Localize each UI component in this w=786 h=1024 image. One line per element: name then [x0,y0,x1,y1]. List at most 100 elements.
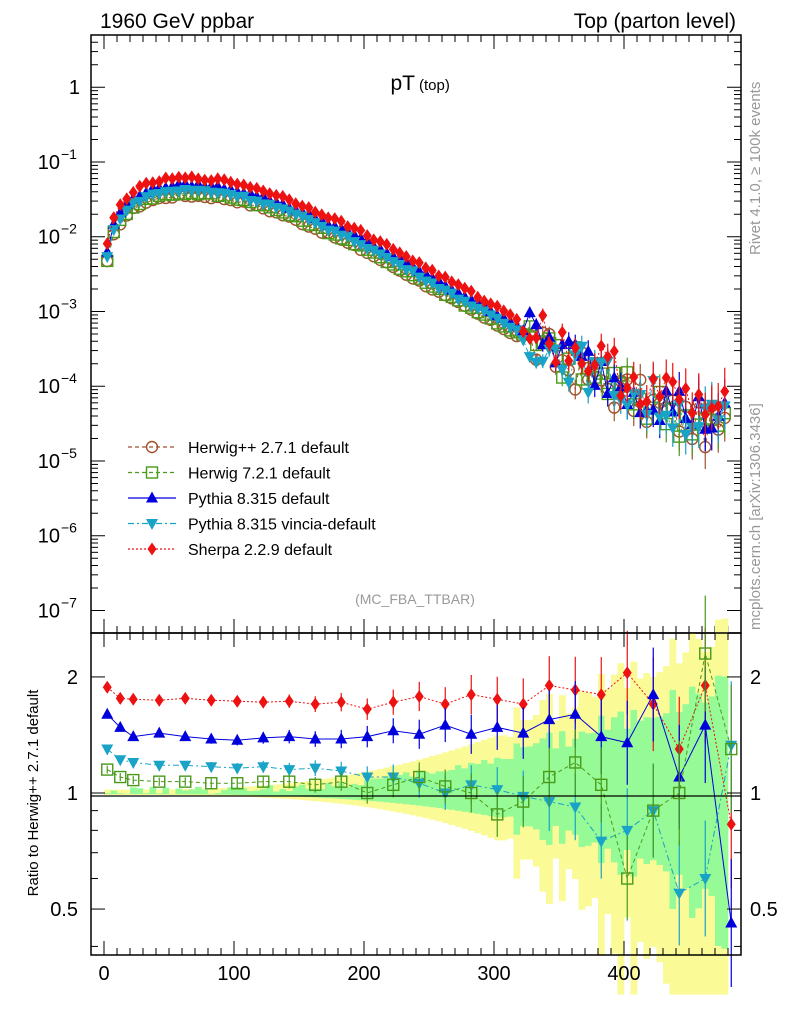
uncertainty-band-green [721,676,729,949]
uncertainty-band-green [221,790,228,795]
data-point [153,189,166,201]
ratio-series-line [106,693,732,924]
data-point [577,357,587,371]
uncertainty-band-green [357,785,365,801]
uncertainty-band-yellow [156,789,163,796]
ratio-point [179,775,192,788]
ratio-point [310,697,320,711]
data-point [348,237,361,249]
data-point [122,192,132,206]
legend-label: Herwig 7.2.1 default [188,466,331,483]
ratio-point [309,763,322,775]
energy-label: 1960 GeV ppbar [100,10,254,33]
ratio-point [153,760,166,772]
data-point [374,249,387,261]
uncertainty-band-green [292,786,300,797]
ratio-point [309,732,322,744]
data-point [141,176,151,190]
uncertainty-band-green [195,786,202,795]
data-point [603,350,613,364]
data-point [237,191,250,203]
uncertainty-band-green [585,733,592,846]
data-point [536,356,549,368]
data-point [484,310,497,322]
y-tick-label: 10 [38,376,60,398]
uncertainty-band-green [461,768,469,812]
data-point [466,284,476,298]
ratio-point [726,817,736,831]
data-point [426,278,439,290]
data-point [491,313,504,325]
data-point [408,254,418,268]
ratio-point [387,778,400,792]
data-point [660,410,673,422]
uncertainty-band-green [559,731,566,844]
ratio-point [115,691,125,705]
ratio-point [154,693,164,707]
ratio-point [361,730,374,742]
ratio-point [335,766,348,778]
data-point [120,205,133,217]
uncertainty-band-green [149,787,157,795]
uncertainty-band-green [409,776,417,805]
ratio-y-tick-label-right: 0.5 [750,899,778,921]
data-point [367,245,380,257]
data-point [291,197,301,211]
uncertainty-band-yellow [117,789,124,796]
data-point [258,184,268,198]
ratio-point [258,695,268,709]
ratio-point [491,720,504,732]
ratio-point [413,770,426,784]
ratio-point [153,775,166,788]
data-point [635,397,645,411]
ratio-y-tick-label: 0.5 [50,899,78,921]
ratio-point [388,695,398,709]
ratio-point [114,755,127,767]
data-point [707,401,717,415]
ratio-series-line [106,745,732,894]
ratio-point [205,732,218,744]
data-point [380,252,393,264]
data-point [296,211,309,223]
uncertainty-band-green [383,776,391,803]
data-point [583,364,593,378]
ratio-point [205,777,218,790]
data-point [458,296,471,308]
data-point [538,308,548,322]
data-point [544,337,554,351]
ratio-point [232,694,242,708]
data-point [596,339,606,353]
ratio-point [647,688,660,700]
uncertainty-band-green [578,731,586,848]
data-point [694,387,704,401]
uncertainty-band-green [643,717,651,865]
uncertainty-band-green [474,763,482,814]
ratio-y-tick-label: 1 [67,783,78,805]
data-point [284,193,294,207]
ratio-point [569,802,582,814]
data-point [406,266,419,278]
series-line [106,188,726,436]
data-point [655,389,665,403]
data-point [180,171,190,185]
data-point [447,275,457,289]
uncertainty-band-green [208,793,215,795]
data-point [440,270,450,284]
data-point [304,201,314,215]
uncertainty-band-green [403,772,410,805]
main-panel: 110−110−210−310−410−510−610−7 1960 GeV p… [38,10,742,634]
data-point [167,172,177,186]
uncertainty-band-green [663,713,670,872]
uncertainty-band-green [695,693,703,909]
y-tick-exponent: −1 [61,146,77,162]
data-point [252,181,262,195]
uncertainty-band-green [227,787,235,795]
uncertainty-band-green [136,788,144,795]
data-point [590,358,600,372]
uncertainty-band-green [630,709,638,877]
uncertainty-band-green [513,743,521,835]
ratio-point [114,770,127,784]
uncertainty-band-green [162,787,170,795]
legend-label: Pythia 8.315 vincia-default [188,517,376,534]
ratio-point [440,697,450,711]
